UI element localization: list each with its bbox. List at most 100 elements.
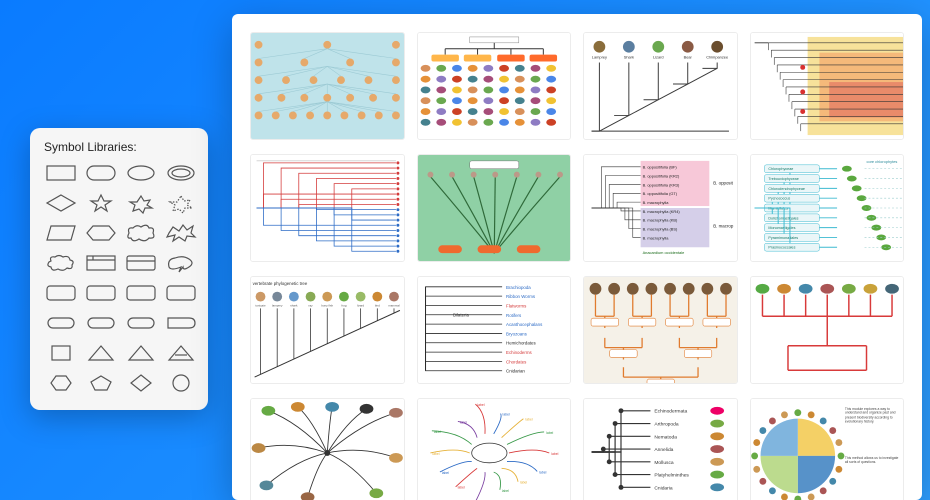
svg-text:label: label: [459, 420, 466, 424]
template-thumb-nested-cladogram-colored[interactable]: [750, 32, 905, 140]
svg-text:mammal: mammal: [388, 303, 400, 307]
svg-text:B. opposit: B. opposit: [713, 180, 733, 185]
shape-symbol[interactable]: [44, 252, 78, 274]
shape-symbol[interactable]: [44, 222, 78, 244]
shape-symbol[interactable]: [124, 252, 158, 274]
svg-text:label: label: [457, 486, 464, 490]
svg-text:B. oppositifolia (KR2): B. oppositifolia (KR2): [643, 174, 680, 179]
svg-text:B. macrophylla (KB): B. macrophylla (KB): [643, 218, 678, 223]
template-thumb-animal-classification-grid[interactable]: [417, 32, 572, 140]
shape-symbol[interactable]: [84, 372, 118, 394]
shape-symbol[interactable]: [164, 342, 198, 364]
shape-symbol[interactable]: [84, 192, 118, 214]
svg-text:bird: bird: [375, 303, 380, 307]
svg-text:label: label: [441, 471, 448, 475]
svg-text:Bear: Bear: [684, 55, 693, 60]
shape-symbol[interactable]: [124, 222, 158, 244]
shape-symbol[interactable]: [124, 192, 158, 214]
template-thumb-animal-family-tree[interactable]: [250, 32, 405, 140]
shape-symbol[interactable]: [124, 162, 158, 184]
svg-text:B. oppositifolia (GT): B. oppositifolia (GT): [643, 191, 678, 196]
shape-symbol[interactable]: [84, 312, 118, 334]
shape-symbol[interactable]: [164, 162, 198, 184]
shape-symbol[interactable]: [124, 342, 158, 364]
shape-symbol[interactable]: [164, 312, 198, 334]
shape-symbol[interactable]: [164, 372, 198, 394]
svg-text:Bilateria: Bilateria: [453, 312, 469, 317]
template-thumb-curved-green-phylo[interactable]: [417, 154, 572, 262]
template-thumb-inverts-node-tree[interactable]: EchinodermataArthropodaNematodaAnnelidaM…: [583, 398, 738, 500]
template-thumb-mammals-central-tree[interactable]: [250, 398, 405, 500]
svg-text:Ribbon Worms: Ribbon Worms: [506, 294, 536, 299]
shape-symbol[interactable]: [44, 192, 78, 214]
svg-text:B. macrophylla: B. macrophylla: [643, 200, 670, 205]
template-thumb-fossil-orange-tree[interactable]: [583, 276, 738, 384]
shape-symbol[interactable]: [44, 342, 78, 364]
template-thumb-vertebrate-phylo[interactable]: vertebrate phylogenetic treetunicatelamp…: [250, 276, 405, 384]
svg-text:Trebouxiophyceae: Trebouxiophyceae: [768, 177, 798, 181]
shape-symbol[interactable]: [84, 252, 118, 274]
shape-symbol[interactable]: [124, 312, 158, 334]
svg-text:B. macrop: B. macrop: [713, 224, 734, 229]
template-thumb-scribble-mindmap[interactable]: label label label label label label label label…: [417, 398, 572, 500]
svg-text:Cnidarian: Cnidarian: [506, 369, 525, 374]
template-gallery: LampreySharkLizardBearChimpanzeeB. oppos…: [232, 14, 922, 500]
shape-symbol[interactable]: [164, 222, 198, 244]
template-thumb-red-blue-phylo[interactable]: [250, 154, 405, 262]
svg-text:Pyramimonadales: Pyramimonadales: [768, 236, 798, 240]
shape-symbol[interactable]: [44, 312, 78, 334]
template-thumb-circular-life-tree[interactable]: This module explores a way to understand…: [750, 398, 905, 500]
svg-text:label: label: [502, 412, 509, 416]
svg-text:Rotifers: Rotifers: [506, 313, 522, 318]
svg-text:Echinodermata: Echinodermata: [654, 409, 687, 415]
svg-text:label: label: [546, 431, 553, 435]
svg-text:Arthropoda: Arthropoda: [654, 422, 678, 428]
shape-symbol[interactable]: [164, 282, 198, 304]
svg-text:label: label: [432, 452, 439, 456]
shape-symbol[interactable]: [44, 372, 78, 394]
template-thumb-pink-blue-bracket[interactable]: B. oppositifolia (BF)B. oppositifolia (K…: [583, 154, 738, 262]
shape-symbol[interactable]: [44, 162, 78, 184]
svg-text:frog: frog: [341, 303, 346, 307]
svg-text:Prasinococcales: Prasinococcales: [768, 246, 795, 250]
shape-symbol[interactable]: [164, 192, 198, 214]
svg-text:Hemichordates: Hemichordates: [506, 341, 536, 346]
svg-text:label: label: [551, 452, 558, 456]
shape-symbol[interactable]: [124, 372, 158, 394]
shape-symbol[interactable]: [84, 162, 118, 184]
svg-text:Bryozoans: Bryozoans: [506, 331, 528, 336]
svg-text:Chimpanzee: Chimpanzee: [706, 55, 728, 60]
svg-text:Echinoderms: Echinoderms: [506, 350, 533, 355]
shape-symbol[interactable]: [84, 342, 118, 364]
svg-text:Anacardium occidentale: Anacardium occidentale: [643, 250, 685, 255]
svg-text:Dolichomastigales: Dolichomastigales: [768, 216, 798, 220]
shape-symbol[interactable]: [84, 282, 118, 304]
svg-text:Mollusca: Mollusca: [654, 460, 674, 466]
svg-text:vertebrate phylogenetic tree: vertebrate phylogenetic tree: [253, 281, 308, 286]
svg-text:Chlorodendrophyceae: Chlorodendrophyceae: [768, 187, 805, 191]
shape-grid: [44, 162, 194, 394]
template-thumb-algae-leaf-tree[interactable]: core chlorophytesChlorophyceaeTrebouxiop…: [750, 154, 905, 262]
shape-symbol[interactable]: [164, 252, 198, 274]
palette-title: Symbol Libraries:: [44, 140, 194, 154]
template-thumb-bird-red-tree[interactable]: [750, 276, 905, 384]
svg-text:lizard: lizard: [357, 303, 364, 307]
svg-text:B. macrophylla (BS): B. macrophylla (BS): [643, 227, 678, 232]
shape-symbol[interactable]: [44, 282, 78, 304]
svg-text:bony fish: bony fish: [321, 303, 333, 307]
svg-text:label: label: [519, 481, 526, 485]
svg-text:Platyhelminthes: Platyhelminthes: [654, 473, 689, 479]
svg-text:ray: ray: [309, 303, 314, 307]
svg-text:B. oppositifolia (KR3): B. oppositifolia (KR3): [643, 182, 680, 187]
svg-text:Cnidaria: Cnidaria: [654, 485, 672, 491]
svg-text:Flatworms: Flatworms: [506, 303, 527, 308]
svg-text:Lizard: Lizard: [653, 55, 664, 60]
template-thumb-right-angle-colored[interactable]: BrachiopodaRibbon WormsFlatwormsRotifers…: [417, 276, 572, 384]
template-thumb-mammal-cladogram[interactable]: LampreySharkLizardBearChimpanzee: [583, 32, 738, 140]
shape-symbol[interactable]: [124, 282, 158, 304]
svg-text:Annelida: Annelida: [654, 447, 673, 453]
shape-symbol[interactable]: [84, 222, 118, 244]
svg-text:Chlorophyceae: Chlorophyceae: [768, 167, 793, 171]
svg-text:Acanthocephalans: Acanthocephalans: [506, 322, 543, 327]
svg-text:Chordates: Chordates: [506, 359, 527, 364]
